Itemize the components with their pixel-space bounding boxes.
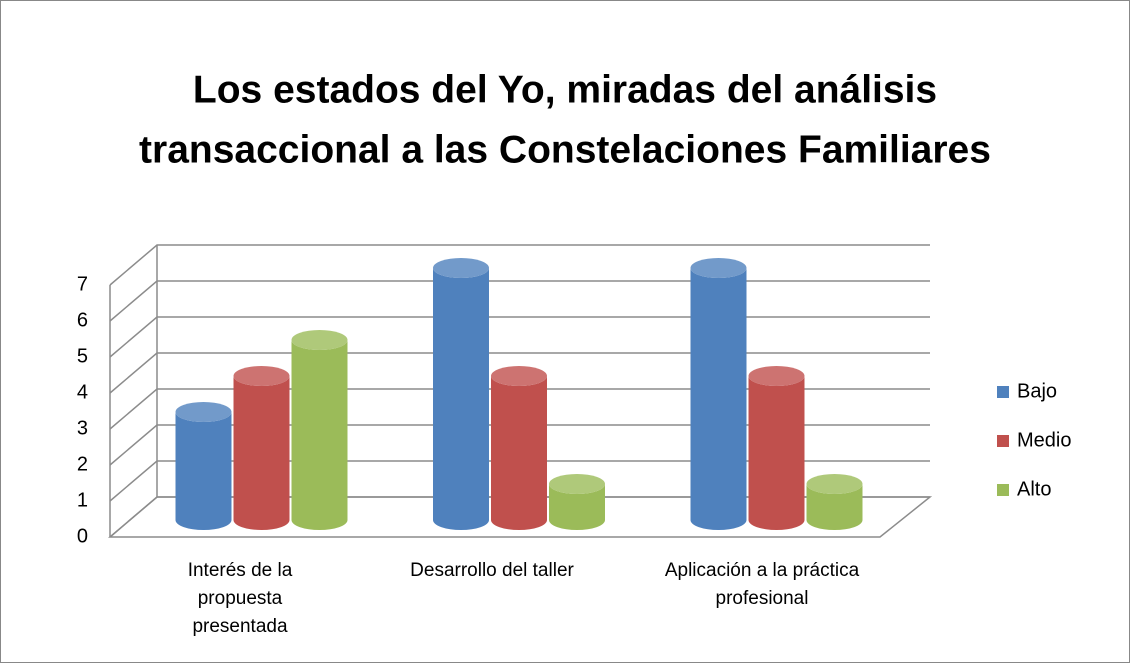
bar-top: [491, 366, 547, 386]
bar-top: [806, 474, 863, 494]
y-tick-label: 1: [77, 489, 88, 511]
bar: [433, 268, 489, 530]
x-tick-label: Aplicación a la práctica profesional: [664, 560, 860, 609]
grid-line: [109, 280, 930, 322]
legend-swatch: [997, 484, 1009, 496]
y-tick-label: 5: [77, 345, 88, 367]
bar: [491, 376, 547, 530]
y-tick-label: 7: [77, 273, 88, 295]
bar-top: [433, 258, 489, 278]
legend-label: Bajo: [1017, 380, 1057, 402]
chart-title: Los estados del Yo, miradas del análisis: [193, 68, 937, 111]
bar-top: [175, 402, 232, 422]
legend-swatch: [997, 386, 1009, 398]
x-tick-label: Desarrollo del taller: [410, 560, 574, 581]
grid-line: [109, 460, 930, 502]
bar-top: [233, 366, 290, 386]
grid-line: [109, 388, 930, 430]
bar-top: [291, 330, 348, 350]
grid-line: [109, 316, 930, 358]
bar-top: [690, 258, 747, 278]
grid-line: [109, 244, 930, 286]
legend-label: Medio: [1017, 429, 1071, 451]
grid-line: [109, 424, 930, 466]
y-tick-label: 4: [77, 381, 88, 403]
y-tick-label: 0: [77, 525, 88, 547]
bar: [748, 376, 805, 530]
y-tick-label: 3: [77, 417, 88, 439]
y-tick-label: 6: [77, 309, 88, 331]
grid-line: [109, 352, 930, 394]
legend-label: Alto: [1017, 478, 1051, 500]
bar: [291, 340, 348, 530]
bar: [175, 412, 232, 530]
grid-line: [109, 496, 930, 538]
legend-swatch: [997, 435, 1009, 447]
chart-title: transaccional a las Constelaciones Famil…: [139, 128, 991, 171]
bar-top: [549, 474, 605, 494]
bar-top: [748, 366, 805, 386]
bar: [549, 484, 605, 530]
bar: [690, 268, 747, 530]
y-tick-label: 2: [77, 453, 88, 475]
bar: [806, 484, 863, 530]
bar: [233, 376, 290, 530]
x-tick-label: Interés de la propuesta presentada: [187, 560, 293, 637]
